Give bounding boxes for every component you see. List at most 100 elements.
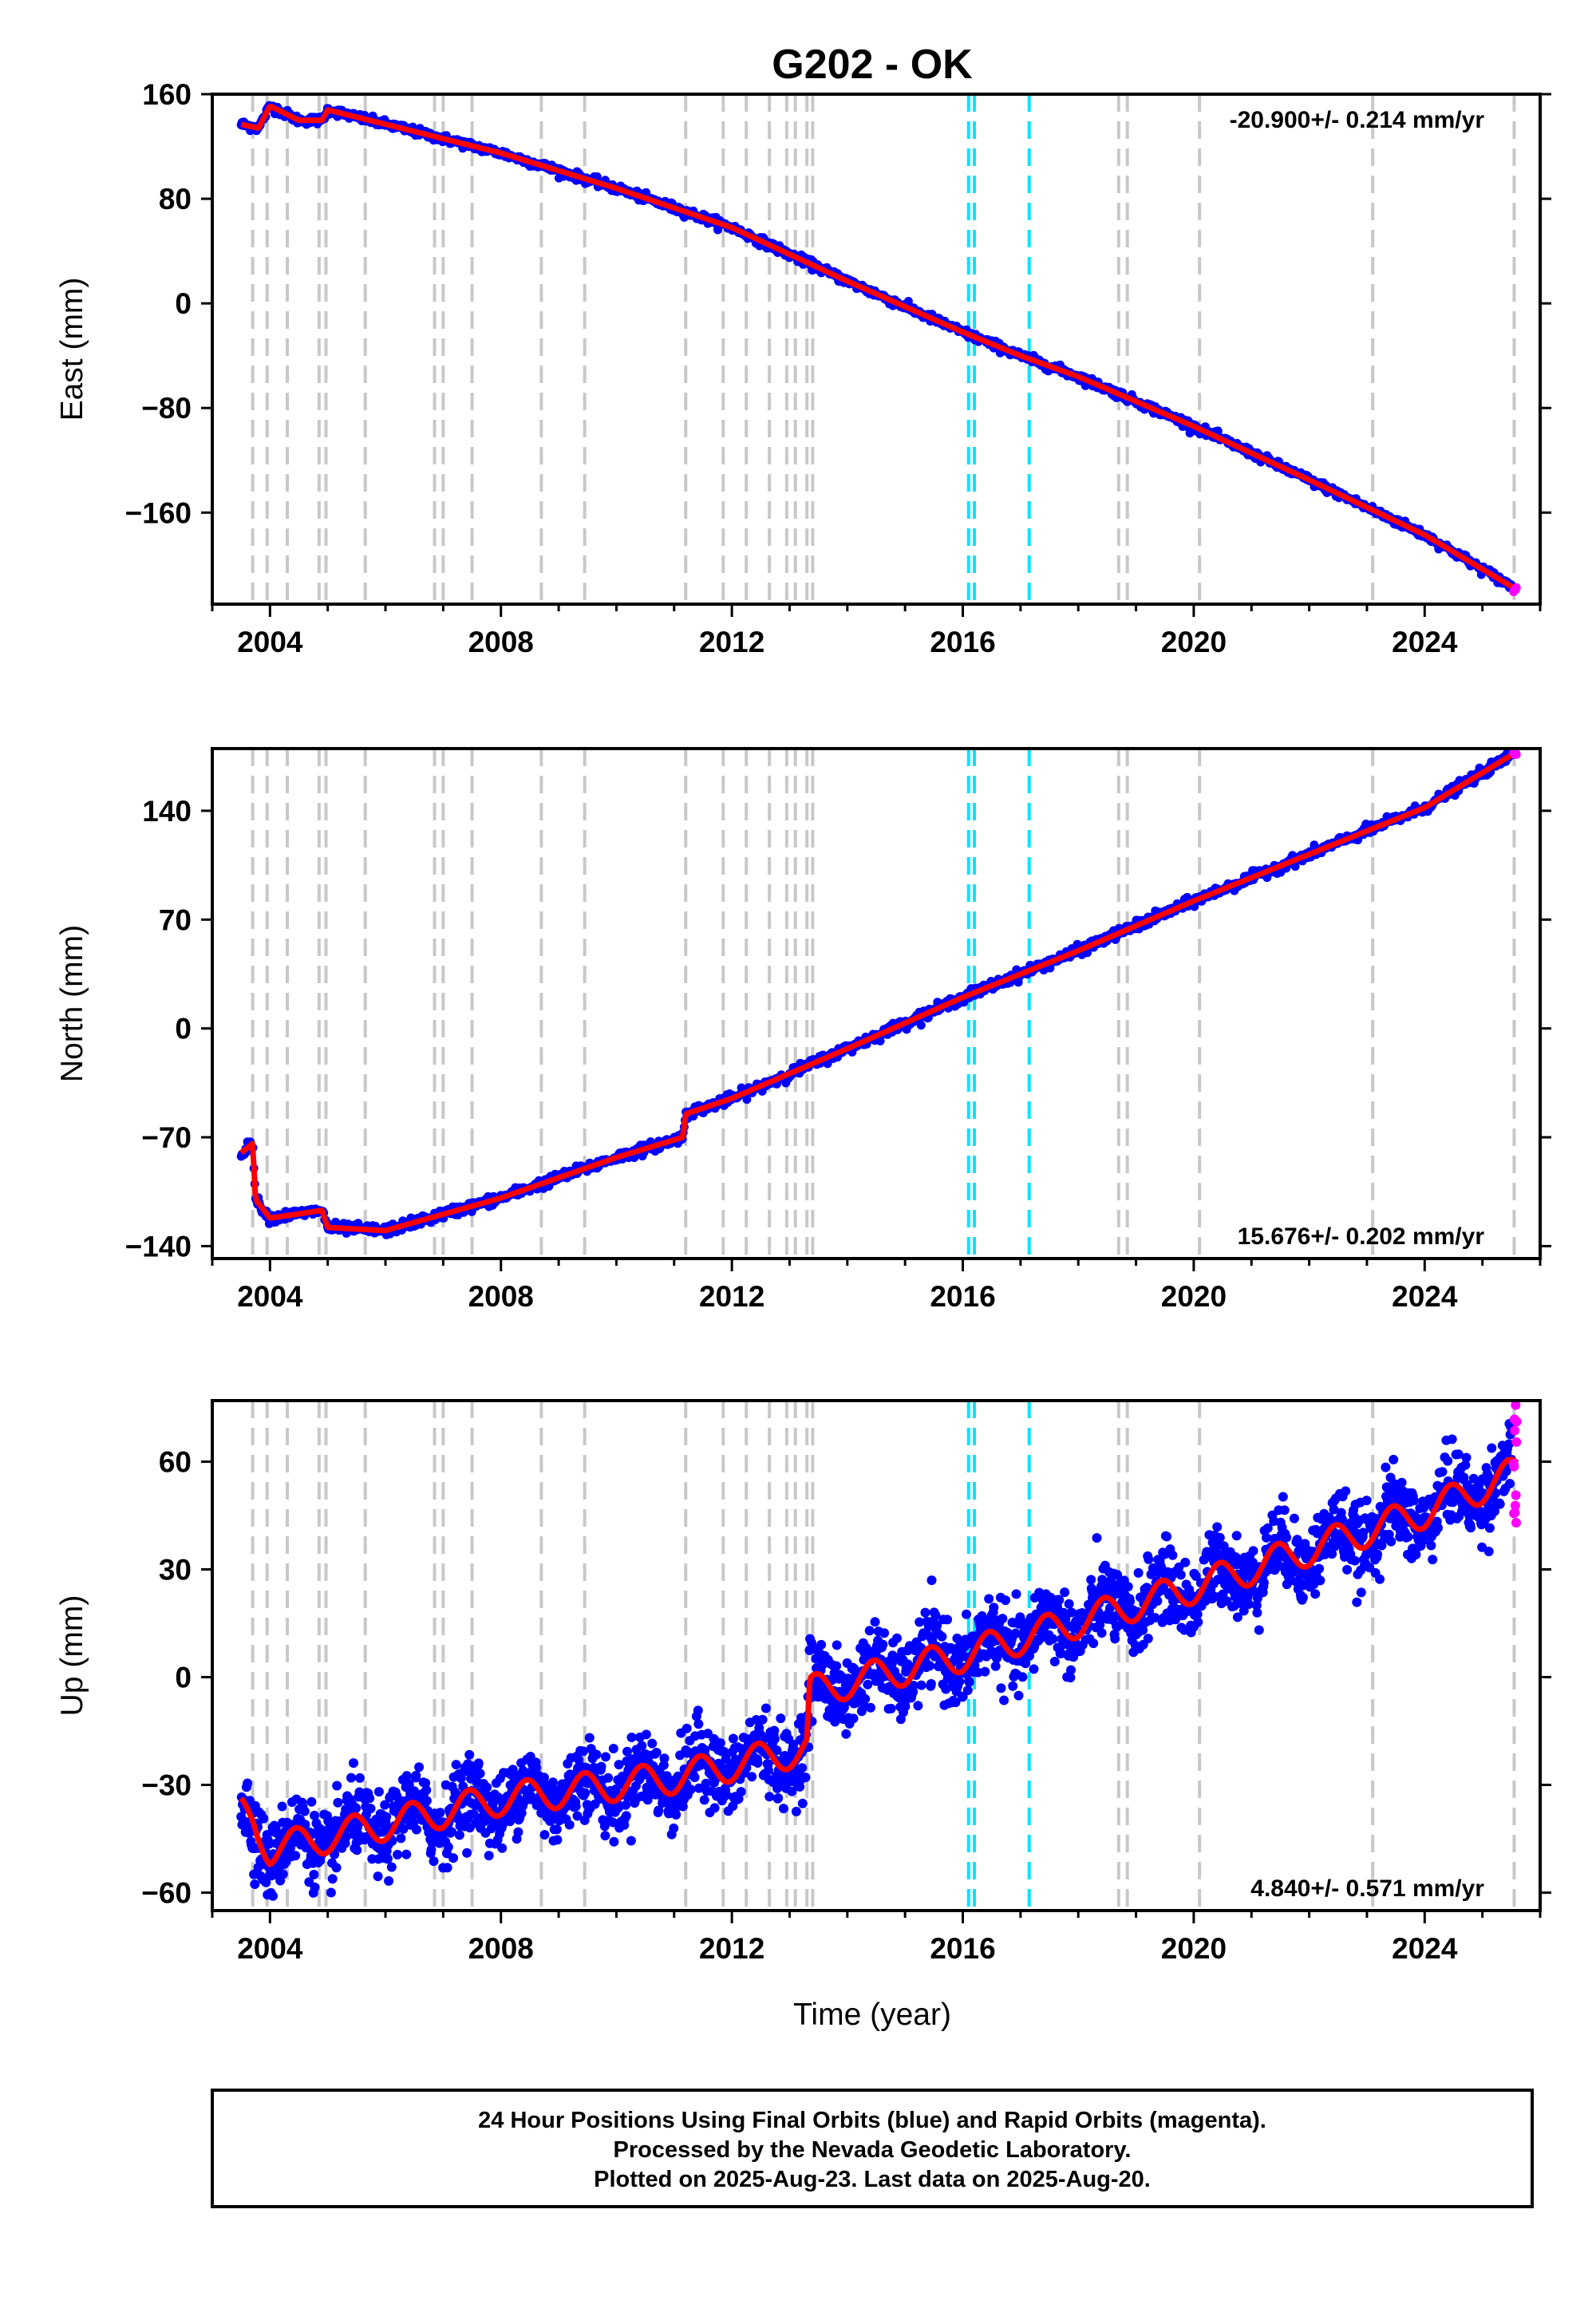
data-point — [451, 1760, 461, 1770]
y-tick-label: 80 — [159, 183, 192, 215]
data-point — [412, 1824, 421, 1835]
data-point — [776, 1713, 786, 1724]
data-point — [1123, 1582, 1133, 1592]
data-point — [1125, 1596, 1136, 1607]
plot-frame — [211, 747, 1542, 1260]
data-point — [341, 1832, 351, 1842]
data-point — [435, 1808, 445, 1818]
rate-label-east: -20.900+/- 0.214 mm/yr — [1230, 107, 1485, 133]
data-point — [916, 1680, 926, 1690]
data-point — [609, 1836, 619, 1847]
data-point — [841, 1729, 851, 1739]
data-point — [380, 1800, 390, 1810]
data-point — [411, 1770, 421, 1780]
model-fit-line — [239, 749, 1519, 1234]
data-point — [699, 1795, 709, 1805]
final-orbit-points-north — [236, 749, 1516, 1239]
data-point — [1060, 1587, 1070, 1598]
data-point — [797, 1798, 808, 1808]
data-point — [384, 1875, 394, 1886]
data-point — [539, 1830, 550, 1840]
y-tick-label: 70 — [159, 903, 192, 936]
data-point — [259, 1813, 269, 1824]
data-point — [863, 1679, 873, 1690]
data-point — [373, 1871, 383, 1882]
data-point — [310, 1882, 320, 1892]
data-point — [574, 1755, 584, 1765]
plot-area-north — [236, 749, 1521, 1259]
data-point — [848, 1713, 859, 1724]
data-point — [398, 1824, 409, 1834]
x-tick-label: 2004 — [237, 626, 303, 658]
x-tick-label: 2012 — [699, 1280, 764, 1313]
data-point — [608, 1744, 618, 1753]
data-point — [1010, 1628, 1021, 1638]
panel-east: 2004 2008 2012 2016 2020 2024160800−80−160Eas… — [55, 78, 1551, 658]
data-point — [860, 1694, 871, 1704]
data-point — [268, 1891, 278, 1901]
data-point — [932, 1620, 942, 1630]
data-point — [964, 1677, 974, 1687]
data-point — [243, 1778, 253, 1788]
x-tick-label: 2008 — [468, 1280, 534, 1313]
data-point — [454, 1830, 464, 1840]
data-point — [1088, 1638, 1099, 1649]
data-point — [622, 1746, 632, 1757]
y-tick-label: 140 — [142, 795, 192, 828]
data-point — [382, 1854, 393, 1863]
data-point — [349, 1758, 358, 1769]
data-point — [580, 1788, 591, 1798]
data-point — [760, 1703, 771, 1713]
data-point — [547, 1777, 558, 1788]
x-tick-label: 2024 — [1392, 626, 1458, 658]
data-point — [355, 1773, 365, 1783]
data-point — [482, 1782, 492, 1792]
data-point — [401, 1849, 412, 1860]
data-point — [839, 1702, 849, 1713]
data-point — [393, 1849, 403, 1860]
data-point — [659, 1753, 670, 1764]
data-point — [326, 1887, 336, 1898]
data-point — [464, 1749, 475, 1760]
data-point — [333, 1797, 343, 1808]
y-tick-label: −140 — [125, 1230, 192, 1263]
data-point — [261, 1877, 271, 1887]
data-point — [373, 1787, 384, 1797]
data-point — [447, 1827, 457, 1837]
data-point — [429, 1856, 439, 1867]
rapid-orbit-points-north — [1509, 749, 1521, 759]
data-point — [669, 1823, 679, 1833]
data-point — [719, 1746, 729, 1757]
data-point — [608, 1817, 618, 1828]
data-point — [309, 1869, 319, 1879]
data-point — [299, 1806, 310, 1816]
data-point — [531, 1763, 542, 1773]
data-point — [950, 1697, 961, 1708]
data-point — [900, 1701, 911, 1712]
data-point — [926, 1575, 937, 1586]
data-point — [693, 1719, 704, 1729]
data-point — [448, 1853, 458, 1863]
y-axis-title-east: East (mm) — [55, 278, 89, 421]
data-point — [1066, 1665, 1076, 1675]
data-point — [414, 1762, 425, 1773]
data-point — [913, 1701, 923, 1711]
data-point — [601, 1752, 610, 1762]
data-point — [288, 1838, 298, 1848]
data-point — [954, 1677, 965, 1686]
data-point — [1152, 1596, 1163, 1606]
rapid-orbit-points-east — [1509, 583, 1521, 596]
data-point — [816, 1639, 827, 1650]
data-point — [450, 1787, 460, 1797]
data-point — [596, 1761, 606, 1772]
data-point — [980, 1666, 990, 1677]
data-point — [1011, 1589, 1021, 1599]
data-point — [591, 1749, 602, 1760]
data-point — [352, 1845, 362, 1856]
data-point — [990, 1661, 1001, 1671]
data-point — [1133, 1567, 1144, 1578]
data-point — [1144, 1554, 1154, 1564]
data-point — [552, 1835, 563, 1845]
data-point — [736, 1787, 746, 1797]
